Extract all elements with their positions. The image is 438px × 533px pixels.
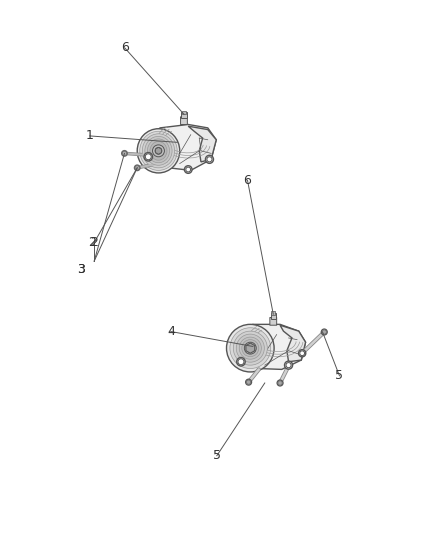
- Polygon shape: [188, 126, 216, 162]
- Text: 3: 3: [77, 263, 85, 276]
- Ellipse shape: [277, 380, 283, 386]
- Circle shape: [122, 151, 127, 156]
- Ellipse shape: [142, 134, 175, 168]
- Text: 2: 2: [88, 236, 96, 249]
- Polygon shape: [233, 325, 306, 369]
- Text: 2: 2: [90, 236, 98, 249]
- Ellipse shape: [155, 148, 162, 154]
- Text: 6: 6: [244, 174, 251, 187]
- Ellipse shape: [148, 139, 170, 163]
- Text: 3: 3: [77, 263, 85, 276]
- Ellipse shape: [236, 334, 265, 362]
- Ellipse shape: [239, 337, 261, 359]
- Ellipse shape: [242, 340, 259, 357]
- Text: 6: 6: [121, 42, 129, 54]
- Ellipse shape: [152, 145, 164, 157]
- Ellipse shape: [184, 166, 192, 173]
- Circle shape: [186, 167, 191, 172]
- Ellipse shape: [122, 151, 127, 156]
- Text: 5: 5: [336, 369, 343, 382]
- Ellipse shape: [144, 152, 152, 161]
- Polygon shape: [280, 325, 306, 362]
- Circle shape: [322, 330, 326, 334]
- Ellipse shape: [244, 342, 256, 354]
- Text: 5: 5: [213, 449, 221, 462]
- Ellipse shape: [134, 165, 140, 171]
- Ellipse shape: [140, 131, 177, 171]
- Ellipse shape: [233, 331, 267, 365]
- Circle shape: [278, 381, 282, 385]
- Circle shape: [300, 351, 304, 356]
- Ellipse shape: [230, 328, 271, 368]
- Ellipse shape: [145, 136, 172, 165]
- Text: 4: 4: [167, 325, 175, 338]
- Ellipse shape: [150, 141, 167, 160]
- Circle shape: [286, 362, 291, 368]
- Circle shape: [238, 359, 244, 365]
- Circle shape: [135, 166, 139, 170]
- Ellipse shape: [205, 155, 213, 163]
- Circle shape: [207, 157, 212, 162]
- Ellipse shape: [237, 358, 245, 366]
- Polygon shape: [143, 125, 216, 171]
- Ellipse shape: [299, 350, 306, 357]
- FancyBboxPatch shape: [270, 318, 277, 325]
- Ellipse shape: [246, 379, 251, 385]
- Ellipse shape: [285, 361, 293, 369]
- Ellipse shape: [137, 129, 180, 173]
- Ellipse shape: [321, 329, 327, 335]
- Text: 1: 1: [86, 130, 94, 142]
- Circle shape: [145, 154, 151, 160]
- Ellipse shape: [226, 325, 274, 372]
- Circle shape: [247, 380, 251, 384]
- FancyBboxPatch shape: [180, 117, 187, 125]
